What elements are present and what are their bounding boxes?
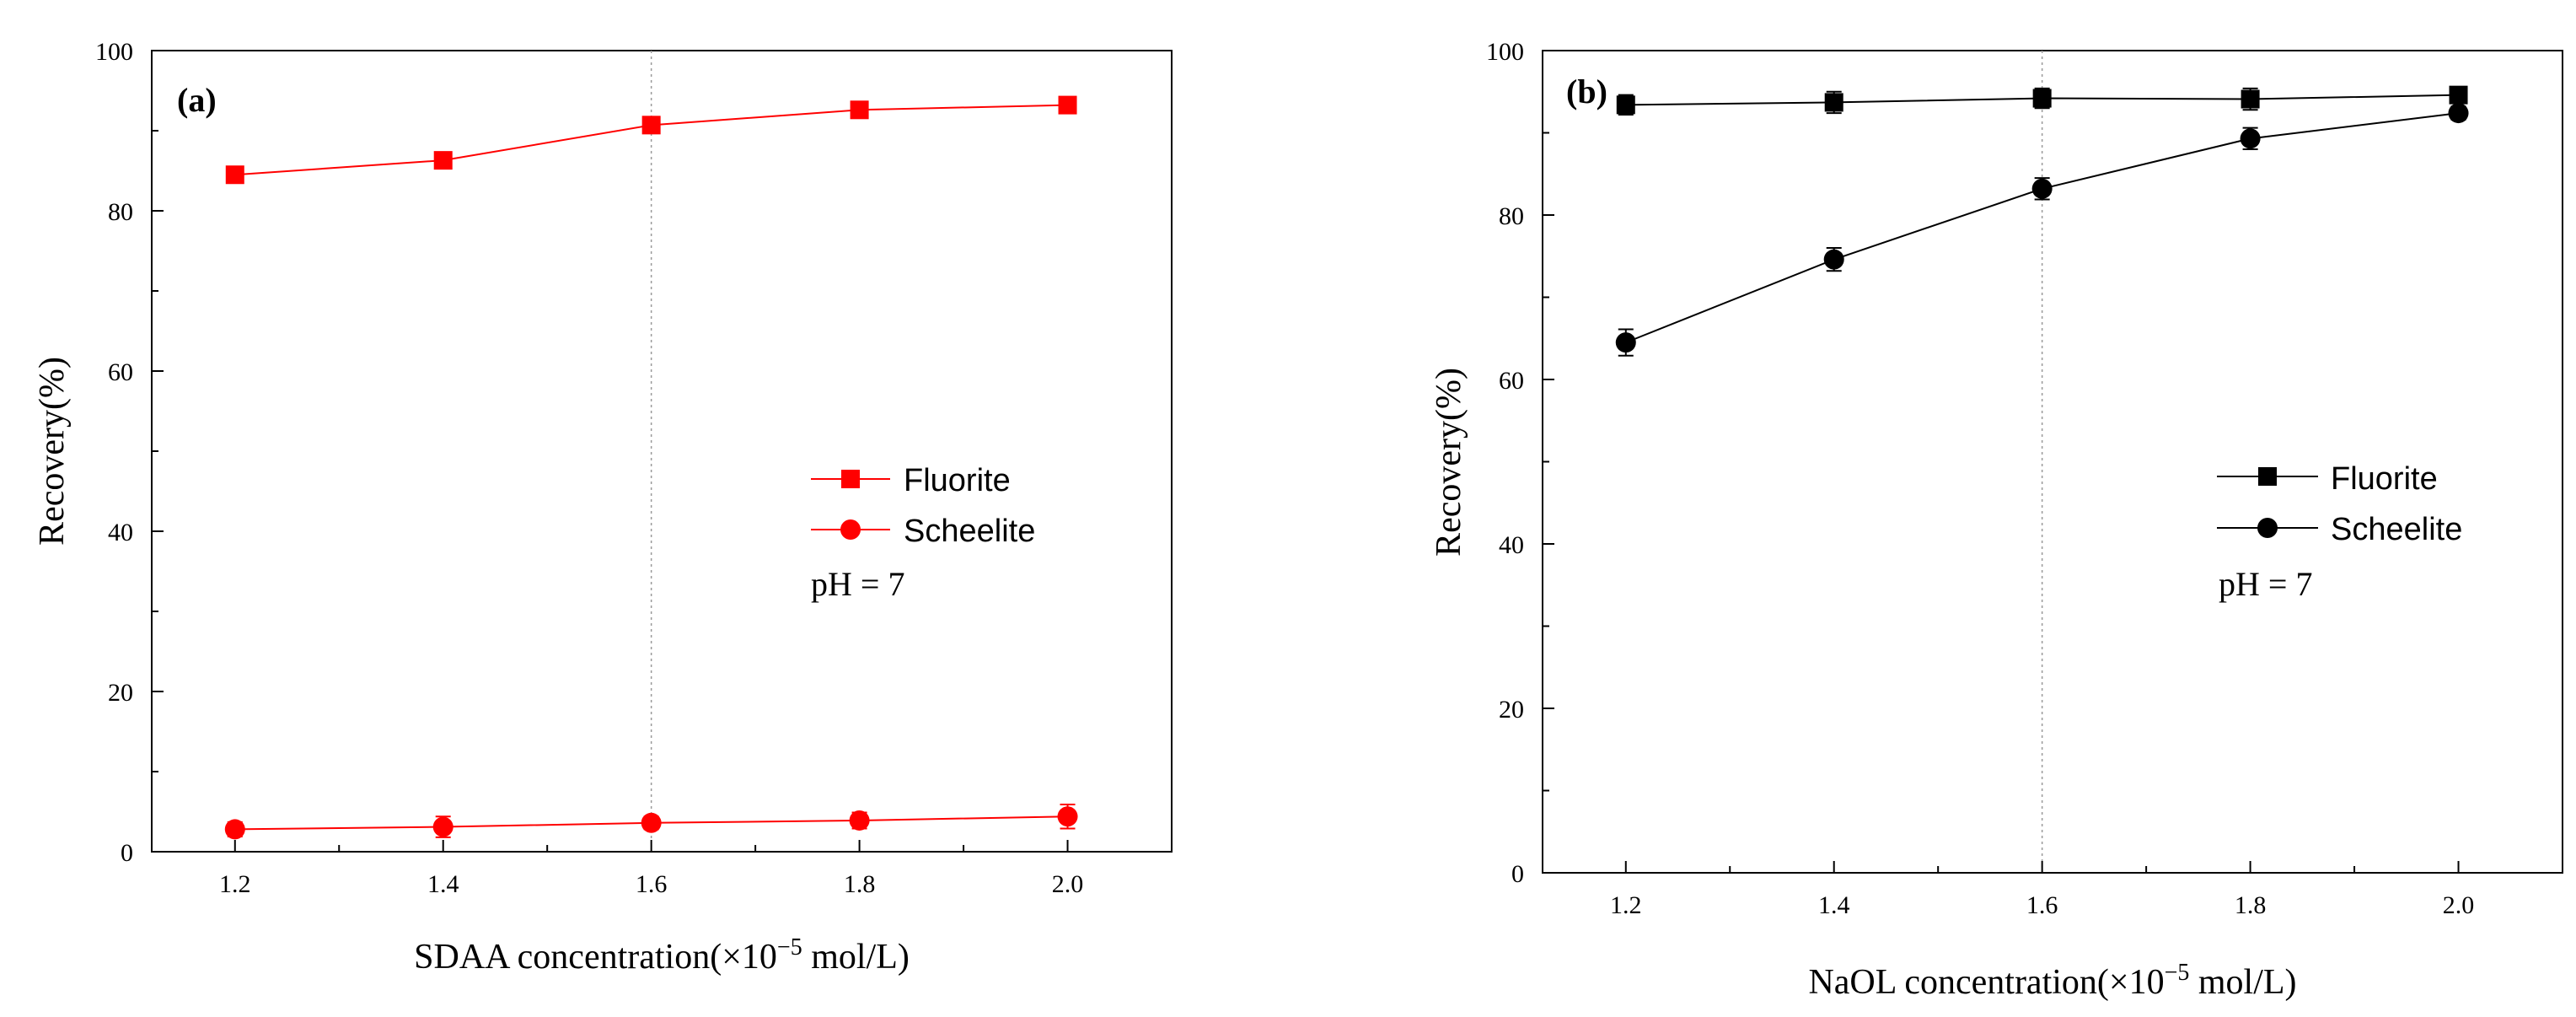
data-markers [1615,85,2469,353]
x-tick-label: 2.0 [2443,891,2475,919]
x-tick-label: 1.8 [844,870,876,898]
legend: Fluorite Scheelite [811,463,1035,549]
y-tick-label: 20 [108,679,133,707]
x-axis-title-prefix: NaOL concentration(×10 [1808,963,2164,1002]
ph-annotation: pH = 7 [2219,565,2312,603]
axis-ticks [152,50,1069,853]
y-tick-label: 100 [1486,38,1524,66]
y-tick-label: 80 [108,198,133,226]
x-tick-label: 1.2 [1610,891,1642,919]
data-point-scheelite [641,812,662,833]
data-point-scheelite [1057,806,1078,827]
legend-label-scheelite: Scheelite [904,514,1035,549]
legend-label-fluorite: Fluorite [2331,461,2438,497]
legend-marker-scheelite [2257,518,2278,538]
x-tick-label: 1.2 [219,870,251,898]
data-point-scheelite [224,819,245,840]
x-axis-title-suffix: mol/L) [2189,963,2296,1002]
x-axis-title: NaOL concentration(×10−5 mol/L) [1808,960,2296,1002]
data-point-scheelite [432,816,453,837]
data-point-fluorite [2241,89,2260,109]
y-tick-label: 40 [1499,531,1524,559]
data-point-fluorite [2032,89,2052,108]
data-point-scheelite [2031,178,2053,199]
legend: Fluorite Scheelite [2217,461,2462,547]
data-point-fluorite [1616,95,1635,115]
y-tick-label: 60 [108,358,133,386]
data-point-fluorite [1058,95,1077,115]
chart-panel-a: 1.2 1.4 1.6 1.8 2.0 0 20 40 60 80 100 (a) Recovery… [33,38,1173,977]
y-tick-label: 0 [1511,860,1524,888]
y-tick-label: 20 [1499,696,1524,724]
x-tick-label: 2.0 [1052,870,1084,898]
legend-marker-fluorite [841,470,860,488]
panel-label: (a) [177,81,217,119]
x-axis-title: SDAA concentration(×10−5 mol/L) [414,934,910,977]
data-point-fluorite [850,100,869,120]
axis-ticks [1543,50,2460,874]
x-tick-label: 1.4 [1818,891,1850,919]
ph-annotation: pH = 7 [811,565,904,603]
chart-panel-b: 1.2 1.4 1.6 1.8 2.0 0 20 40 60 80 100 (b) Recovery… [1430,38,2563,1002]
y-tick-label: 60 [1499,367,1524,395]
legend-marker-fluorite [2258,467,2277,486]
data-point-fluorite [433,151,453,170]
data-point-scheelite [2448,103,2469,124]
legend-label-scheelite: Scheelite [2331,512,2462,547]
x-tick-label: 1.4 [427,870,459,898]
y-tick-label: 0 [121,839,133,867]
x-tick-label: 1.8 [2235,891,2267,919]
data-point-fluorite [225,165,244,185]
data-point-scheelite [1823,249,1844,270]
y-axis-title: Recovery(%) [33,357,72,546]
x-axis-title-exponent: −5 [2165,960,2190,986]
y-tick-label: 40 [108,519,133,546]
x-tick-label: 1.6 [636,870,668,898]
data-point-fluorite [1824,93,1843,112]
y-tick-label: 80 [1499,202,1524,230]
data-point-scheelite [1615,332,1636,353]
tick-labels: 1.2 1.4 1.6 1.8 2.0 0 20 40 60 80 100 [95,38,1083,898]
y-tick-label: 100 [95,38,133,66]
x-tick-label: 1.6 [2026,891,2058,919]
y-axis-title: Recovery(%) [1430,368,1468,557]
data-point-fluorite [641,116,661,135]
legend-marker-scheelite [840,519,861,540]
x-axis-title-suffix: mol/L) [802,938,910,977]
panel-label: (b) [1566,73,1607,110]
x-axis-title-prefix: SDAA concentration(×10 [414,938,777,977]
data-point-scheelite [2240,128,2261,149]
x-axis-title-exponent: −5 [777,934,802,960]
data-point-scheelite [849,810,870,831]
tick-labels: 1.2 1.4 1.6 1.8 2.0 0 20 40 60 80 100 [1486,38,2474,919]
data-point-fluorite [2449,85,2468,105]
legend-label-fluorite: Fluorite [904,463,1011,498]
data-markers [224,95,1078,840]
